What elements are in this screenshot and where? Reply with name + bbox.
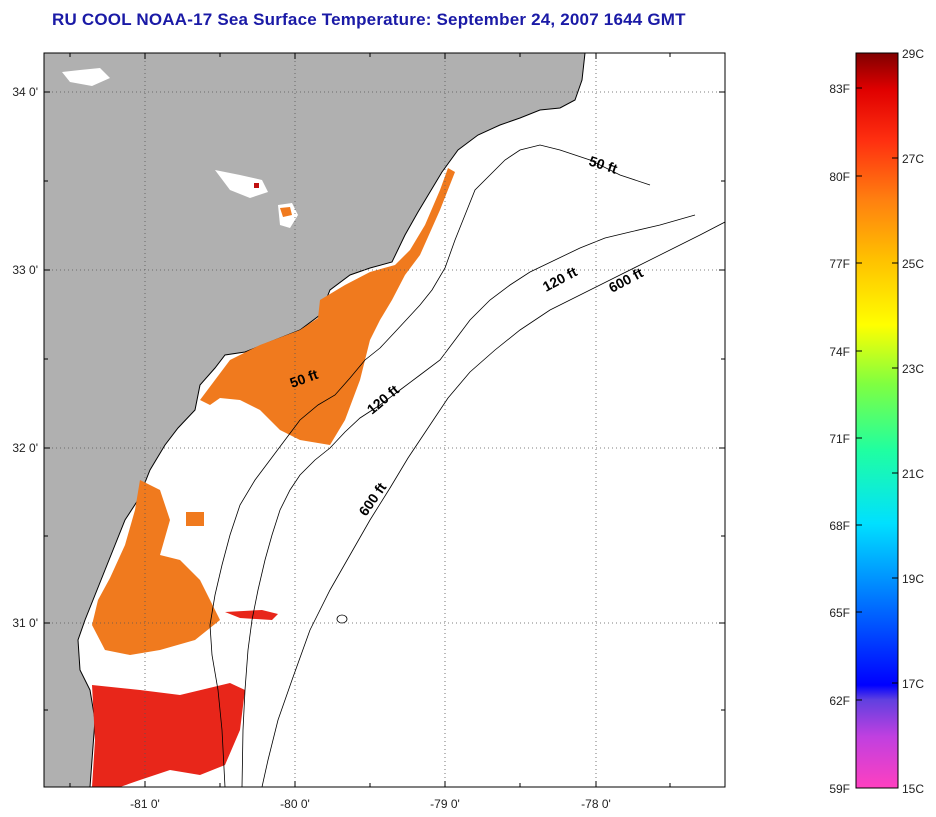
- colorbar-label-62f: 62F: [829, 694, 850, 708]
- colorbar-label-80f: 80F: [829, 170, 850, 184]
- plot-frame: [43, 52, 726, 788]
- colorbar-label-59f: 59F: [829, 782, 850, 796]
- colorbar-gradient: [855, 52, 899, 789]
- lon-label-80: -80 0': [280, 797, 310, 811]
- sst-patch-dot: [280, 207, 292, 217]
- land-mass: [44, 53, 585, 787]
- sst-swath-far-south: [92, 683, 245, 787]
- inland-water-1: [215, 170, 268, 198]
- sst-patch-warm-dot: [254, 183, 259, 188]
- lon-label-78: -78 0': [581, 797, 611, 811]
- colorbar-label-25c: 25C: [902, 257, 924, 271]
- inland-water-3: [62, 68, 110, 86]
- sst-patch-small: [225, 610, 278, 620]
- colorbar-label-19c: 19C: [902, 572, 924, 586]
- lat-label-34: 34 0': [12, 85, 38, 99]
- lat-lon-grid: [44, 53, 725, 787]
- lat-label-33: 33 0': [12, 263, 38, 277]
- lon-label-79: -79 0': [430, 797, 460, 811]
- contour-600ft: [261, 221, 725, 787]
- colorbar-label-71f: 71F: [829, 432, 850, 446]
- map-title: RU COOL NOAA-17 Sea Surface Temperature:…: [52, 10, 686, 29]
- seamount-contour: [336, 614, 348, 624]
- sst-patch-gulf: [186, 512, 204, 526]
- colorbar-label-65f: 65F: [829, 606, 850, 620]
- contour-50ft: [209, 144, 651, 787]
- lat-label-32: 32 0': [12, 441, 38, 455]
- colorbar-label-23c: 23C: [902, 362, 924, 376]
- colorbar-label-68f: 68F: [829, 519, 850, 533]
- colorbar-label-29c: 29C: [902, 47, 924, 61]
- lon-label-81: -81 0': [130, 797, 160, 811]
- temperature-colorbar: 83F 80F 77F 74F 71F 68F 65F 62F 59F 29C …: [829, 47, 924, 796]
- lat-label-31: 31 0': [12, 616, 38, 630]
- colorbar-label-17c: 17C: [902, 677, 924, 691]
- colorbar-label-21c: 21C: [902, 467, 924, 481]
- sst-swath-north: [200, 168, 455, 445]
- colorbar-label-83f: 83F: [829, 82, 850, 96]
- sst-swath-south: [92, 480, 220, 655]
- contour-120ft: [241, 214, 696, 787]
- colorbar-label-74f: 74F: [829, 345, 850, 359]
- colorbar-label-77f: 77F: [829, 257, 850, 271]
- colorbar-label-27c: 27C: [902, 152, 924, 166]
- axis-ticks: [44, 53, 725, 787]
- colorbar-label-15c: 15C: [902, 782, 924, 796]
